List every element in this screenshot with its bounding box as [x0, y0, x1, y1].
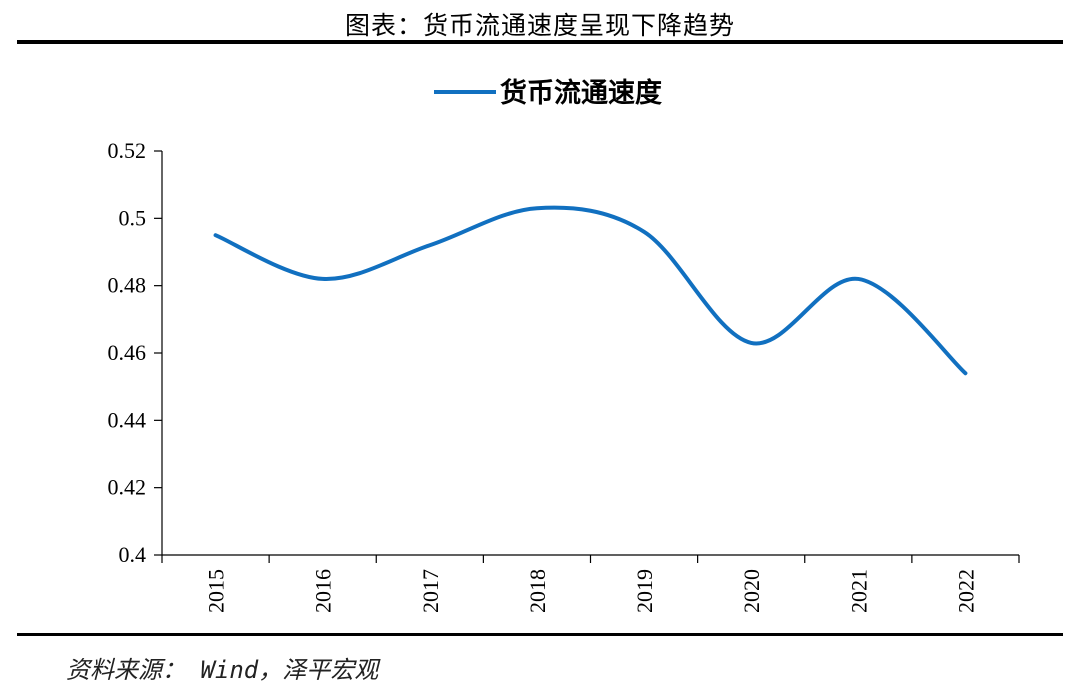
series-line-velocity [213, 205, 968, 376]
x-tick-label: 2016 [311, 569, 336, 613]
data-point [749, 341, 753, 345]
x-tick-label: 2018 [525, 569, 550, 613]
data-point [856, 277, 860, 281]
source-note: 资料来源： Wind，泽平宏观 [66, 656, 379, 684]
chart-legend: 货币流通速度 [434, 77, 662, 109]
x-tick-label: 2020 [739, 569, 764, 613]
data-point [963, 371, 967, 375]
legend-label: 货币流通速度 [500, 77, 662, 109]
x-axis-ticks: 2015 2016 2017 2018 2019 2020 2021 2022 [161, 555, 1020, 613]
y-tick-label: 0.4 [119, 542, 147, 567]
series-group [213, 205, 968, 376]
y-tick-label: 0.52 [108, 138, 147, 163]
y-tick-label: 0.46 [108, 340, 147, 365]
x-tick-label: 2022 [953, 569, 978, 613]
bottom-rule [17, 633, 1063, 636]
x-tick-label: 2017 [418, 569, 443, 613]
x-tick-label: 2021 [846, 569, 871, 613]
page-title: 图表：货币流通速度呈现下降趋势 [344, 11, 735, 40]
y-tick-label: 0.5 [119, 205, 147, 230]
data-point [535, 206, 539, 210]
top-rule [17, 40, 1063, 44]
y-axis-ticks: 0.4 0.42 0.44 0.46 0.48 0.5 0.52 [108, 138, 162, 567]
x-tick-label: 2019 [632, 569, 657, 613]
data-point [321, 277, 325, 281]
x-tick-label: 2015 [204, 569, 229, 613]
data-point [642, 230, 646, 234]
y-tick-label: 0.42 [108, 475, 147, 500]
y-tick-label: 0.48 [108, 273, 147, 298]
data-point [428, 243, 432, 247]
data-point [214, 233, 218, 237]
y-tick-label: 0.44 [108, 407, 147, 432]
